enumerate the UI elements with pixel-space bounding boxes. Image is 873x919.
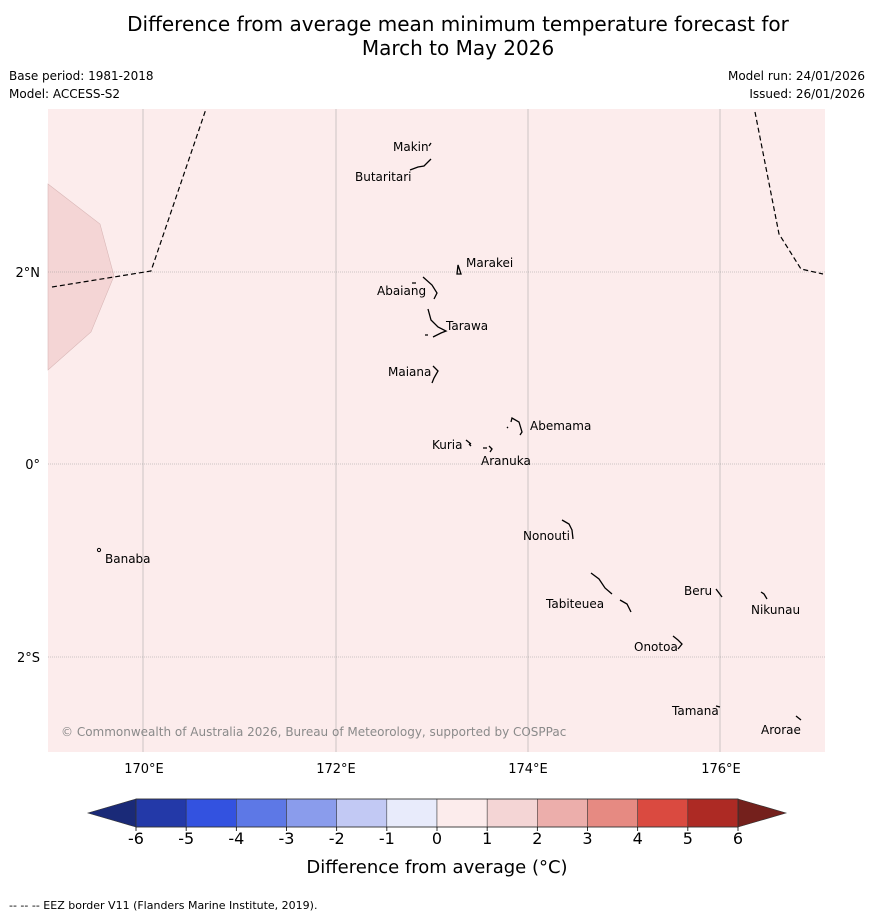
colorbar-bin [587,798,638,828]
island-label-maiana: Maiana [388,365,431,379]
island-label-abemama: Abemama [530,419,591,433]
issued-date: Issued: 26/01/2026 [749,87,865,101]
map-title: Difference from average mean minimum tem… [0,12,873,60]
island-label-nonouti: Nonouti [523,529,570,543]
island-outline-tabiteuea [590,572,632,613]
colorbar-bin [236,798,287,828]
colorbar-bin [286,798,337,828]
island-outline-tarawa [425,308,448,338]
island-outline-maiana [431,365,439,384]
colorbar-tick-label: 0 [432,829,442,848]
colorbar-bin [386,798,438,828]
island-label-makin: Makin [393,140,429,154]
lat-label-0: 0° [25,458,40,473]
colorbar-tick-label: 2 [532,829,542,848]
meta-right: Model run: 24/01/2026 Issued: 26/01/2026 [728,67,865,103]
model-run: Model run: 24/01/2026 [727,69,865,83]
axis-labels: 2°N 0° 2°S 170°E 172°E 174°E 176°E [16,266,741,777]
colorbar-tick-label: -1 [379,829,395,848]
colorbar-tick-label: 3 [582,829,592,848]
island-outline-beru [715,588,723,598]
colorbar-tick-label: 6 [733,829,743,848]
colorbar-bin [135,798,187,828]
colorbar-bin [537,798,588,828]
model-name: Model: ACCESS-S2 [9,87,121,101]
island-outline-butaritari [409,158,432,171]
colorbar-extend-max [737,798,788,828]
island-outlines [409,142,802,721]
meta-left: Base period: 1981-2018 Model: ACCESS-S2 [9,67,154,103]
eez-borders [51,108,824,288]
island-outline-makin [428,142,432,147]
colorbar-title: Difference from average (°C) [306,857,567,878]
island-outline-aranuka [483,445,493,453]
colorbar-tick-label: -4 [228,829,244,848]
colorbar-tick-label: 1 [482,829,492,848]
island-label-tamana: Tamana [671,704,719,718]
island-outline-abaiang [412,276,438,300]
lon-label-172e: 172°E [316,762,356,777]
colorbar-bin [486,798,538,828]
map-title-line1: Difference from average mean minimum tem… [127,12,789,36]
copyright-notice: © Commonwealth of Australia 2026, Bureau… [61,725,566,739]
colorbar-bin [336,798,388,828]
island-outline-kuria [465,439,472,447]
island-outline-banaba [96,547,102,553]
lat-label-2s: 2°S [17,651,40,666]
island-outline-arorae [795,715,802,721]
island-labels: Makin Butaritari Marakei Abaiang Tarawa … [105,140,801,737]
island-label-nikunau: Nikunau [751,603,800,617]
island-label-marakei: Marakei [466,256,513,270]
colorbar-tick-label: 5 [683,829,693,848]
lon-label-176e: 176°E [701,762,741,777]
map-title-line2: March to May 2026 [361,36,555,60]
lat-label-2n: 2°N [16,266,41,281]
island-label-abaiang: Abaiang [377,284,426,298]
island-outline-nikunau [760,591,768,600]
colorbar-tick-label: -2 [329,829,345,848]
colorbar-tick-label: -3 [279,829,295,848]
island-outline-tamana [715,705,721,708]
island-label-butaritari: Butaritari [355,170,412,184]
lon-label-170e: 170°E [124,762,164,777]
colorbar-bin [185,798,237,828]
colorbar-tick-label: -6 [128,829,144,848]
island-label-aranuka: Aranuka [481,454,531,468]
colorbar-bin [436,798,488,828]
colorbar: -6 -5 -4 -3 -2 -1 0 1 2 3 4 5 6 Difference from aver… [86,798,788,878]
eez-border-west [51,108,207,288]
colorbar-bin [687,798,739,828]
island-label-onotoa: Onotoa [634,640,678,654]
island-label-arorae: Arorae [761,723,801,737]
colorbar-tick-label: 4 [633,829,643,848]
island-label-banaba: Banaba [105,552,151,566]
island-outline-nonouti [561,519,574,540]
map-background [48,109,825,752]
island-outline-onotoa [672,635,683,650]
island-label-tarawa: Tarawa [445,319,488,333]
island-label-beru: Beru [684,584,712,598]
island-outline-marakei [456,264,462,275]
colorbar-tick-label: -5 [178,829,194,848]
eez-footnote: -- -- -- EEZ border V11 (Flanders Marine… [9,899,318,912]
colorbar-extend-min [86,798,137,828]
island-outline-abemama [506,417,523,436]
lon-label-174e: 174°E [508,762,548,777]
base-period: Base period: 1981-2018 [9,69,154,83]
eez-border-east [754,111,824,275]
island-label-kuria: Kuria [432,438,463,452]
colorbar-bin [637,798,689,828]
anomaly-patch-west [47,183,115,371]
graticule [48,109,825,752]
island-label-tabiteuea: Tabiteuea [545,597,604,611]
